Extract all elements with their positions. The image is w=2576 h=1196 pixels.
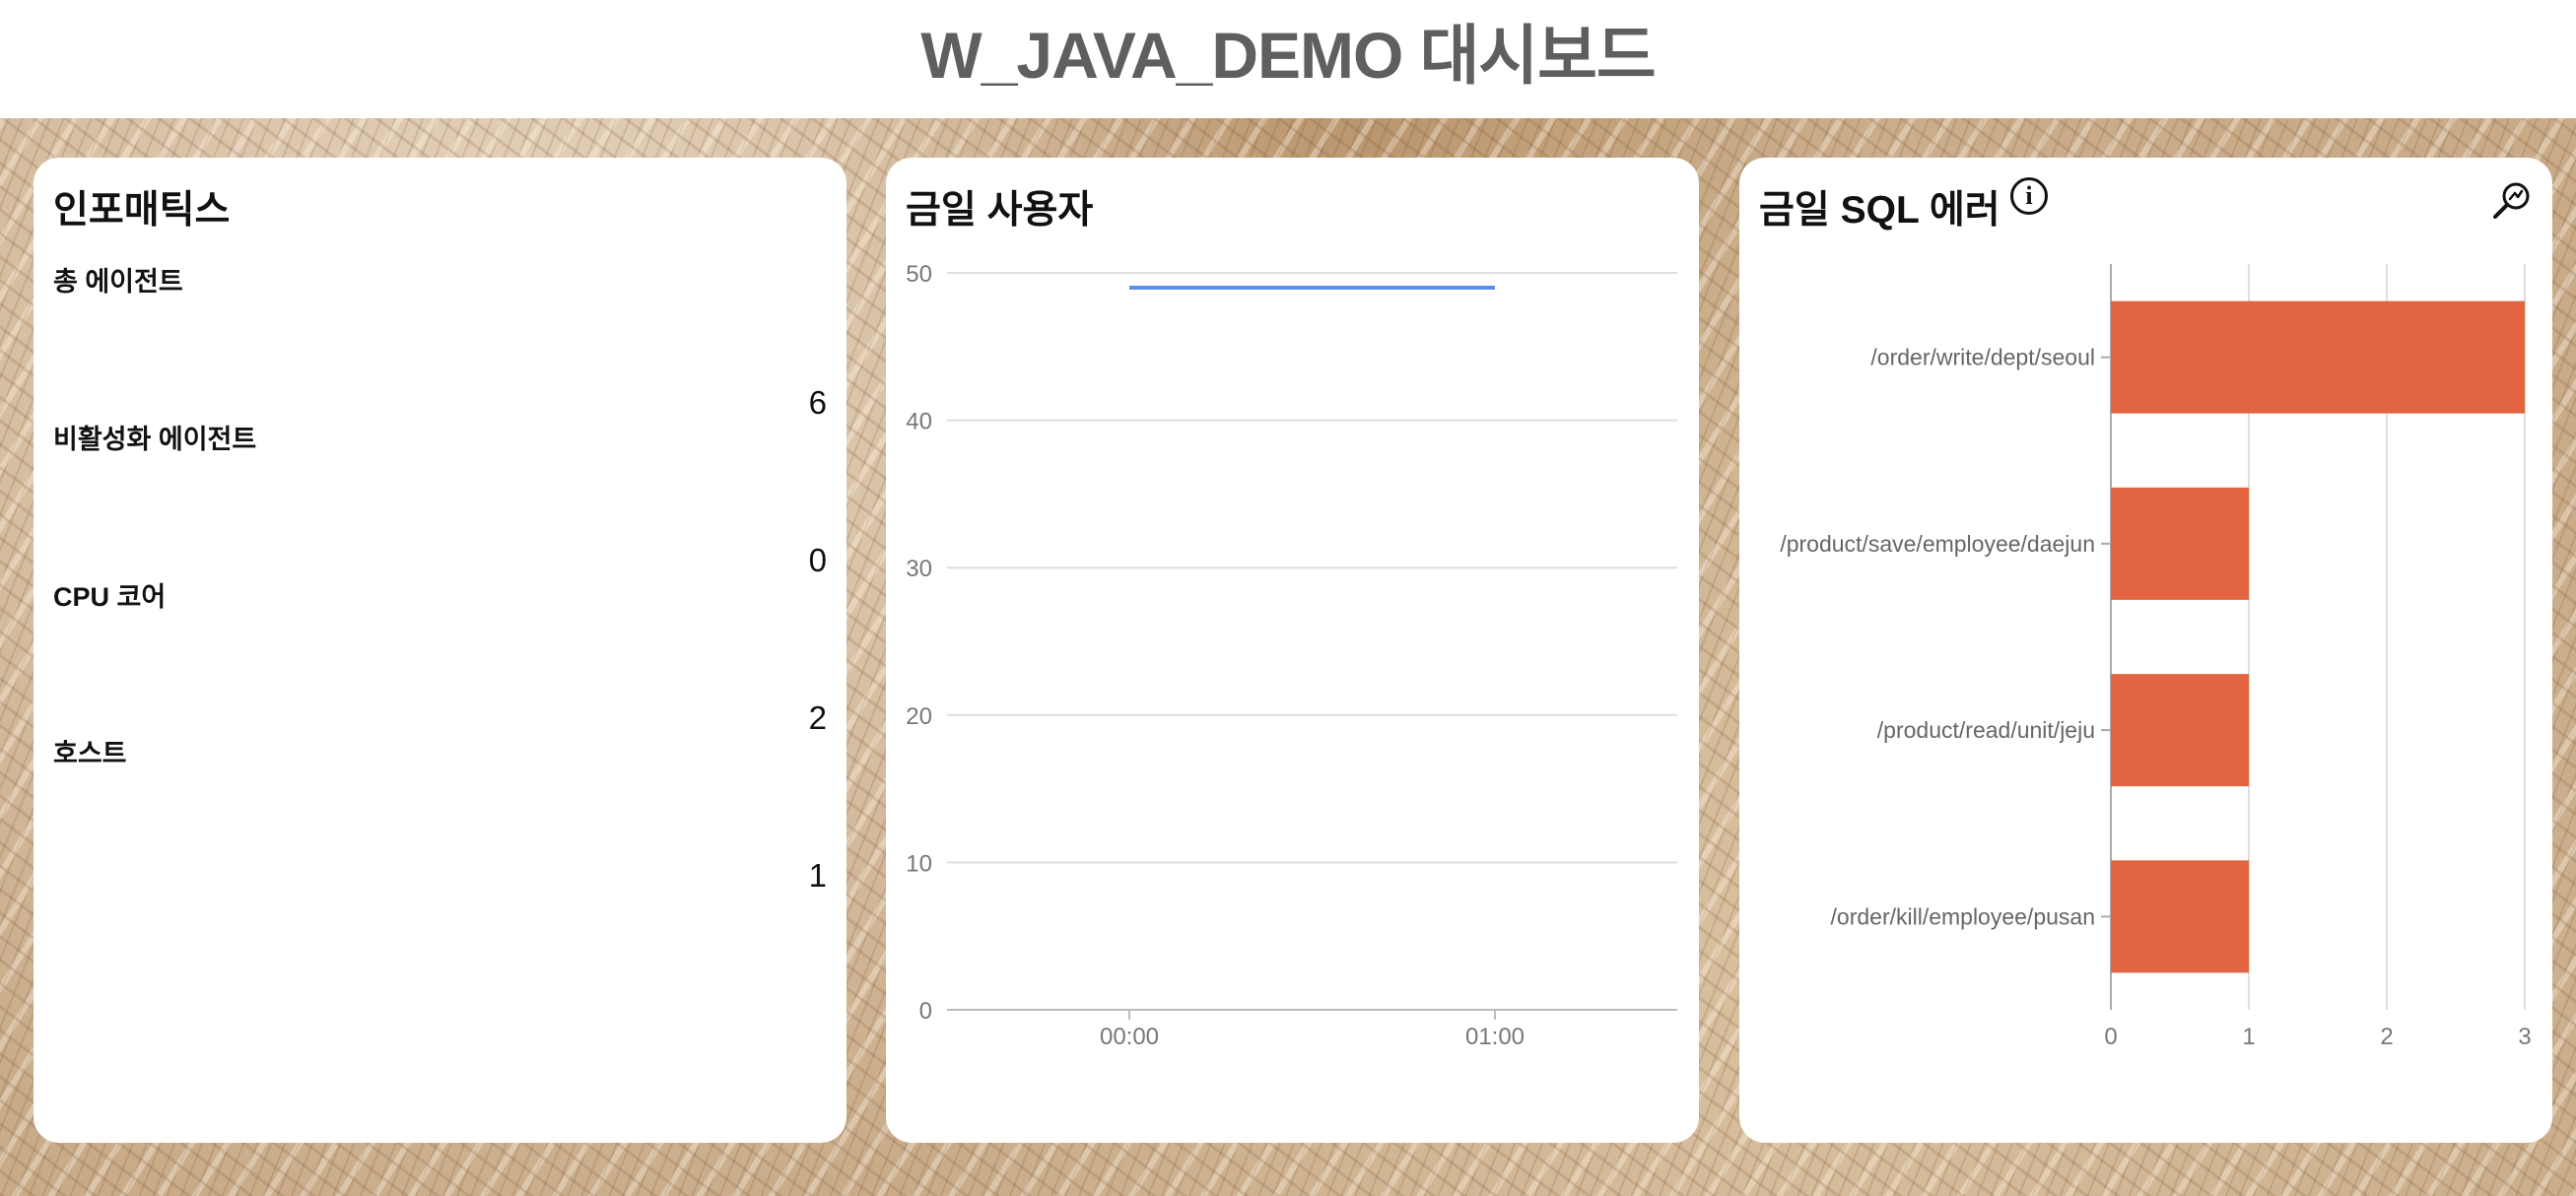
y-tick-label: 40 <box>906 409 932 435</box>
y-category-label: /product/save/employee/daejun <box>1780 531 2095 557</box>
metric-hosts-value: 1 <box>808 857 827 894</box>
y-tick-label: 10 <box>906 850 932 877</box>
infomatics-card: 인포매틱스 총 에이전트 6 비활성화 에이전트 0 CPU 코어 2 호스트 … <box>34 158 847 1143</box>
metric-total-agents-label: 총 에이전트 <box>53 267 183 297</box>
x-tick-label: 3 <box>2518 1024 2531 1050</box>
metric-inactive-agents-value: 0 <box>808 542 827 578</box>
y-tick-label: 20 <box>906 703 932 730</box>
info-circle-icon[interactable]: i <box>2010 177 2048 215</box>
metric-inactive-agents-label: 비활성화 에이전트 <box>53 425 257 454</box>
page-title: W_JAVA_DEMO 대시보드 <box>920 19 1656 92</box>
x-tick-label: 00:00 <box>1100 1024 1159 1050</box>
y-tick-label: 0 <box>919 998 932 1025</box>
page-header: W_JAVA_DEMO 대시보드 <box>0 0 2576 118</box>
metric-hosts-label: 호스트 <box>53 739 127 768</box>
metric-cpu-cores-label: CPU 코어 <box>53 582 167 612</box>
y-category-label: /order/write/dept/seoul <box>1870 345 2095 370</box>
sql-error-bar <box>2111 300 2525 414</box>
y-tick-label: 50 <box>906 261 932 288</box>
sql-error-bar <box>2111 674 2249 787</box>
users-line-chart: 0 10 20 30 40 50 00:00 01:00 <box>906 261 1677 1050</box>
zoom-search-icon[interactable] <box>2491 179 2533 221</box>
sql-errors-bar-chart: 0 1 2 3/order/write/dept/seoul/product/save… <box>1780 264 2532 1050</box>
sql-error-bar <box>2111 487 2249 600</box>
infomatics-title: 인포매틱스 <box>53 189 231 232</box>
users-card: 금일 사용자 0 10 20 30 40 50 00:00 01:00 <box>886 158 1699 1143</box>
x-tick-label: 2 <box>2380 1024 2393 1050</box>
x-tick-label: 01:00 <box>1465 1024 1525 1050</box>
x-tick-label: 0 <box>2104 1024 2117 1050</box>
metric-total-agents-value: 6 <box>808 384 827 421</box>
users-title: 금일 사용자 <box>906 189 1094 232</box>
sql-error-bar <box>2111 860 2249 973</box>
y-tick-label: 30 <box>906 556 932 582</box>
metric-cpu-cores-value: 2 <box>808 699 827 736</box>
y-category-label: /product/read/unit/jeju <box>1877 717 2095 743</box>
y-category-label: /order/kill/employee/pusan <box>1831 903 2095 929</box>
sql-errors-title: 금일 SQL 에러 <box>1759 189 2000 232</box>
sql-errors-card: 금일 SQL 에러 i 0 1 2 3/order/write/dept/seoul /… <box>1739 158 2552 1143</box>
x-tick-label: 1 <box>2242 1024 2255 1050</box>
